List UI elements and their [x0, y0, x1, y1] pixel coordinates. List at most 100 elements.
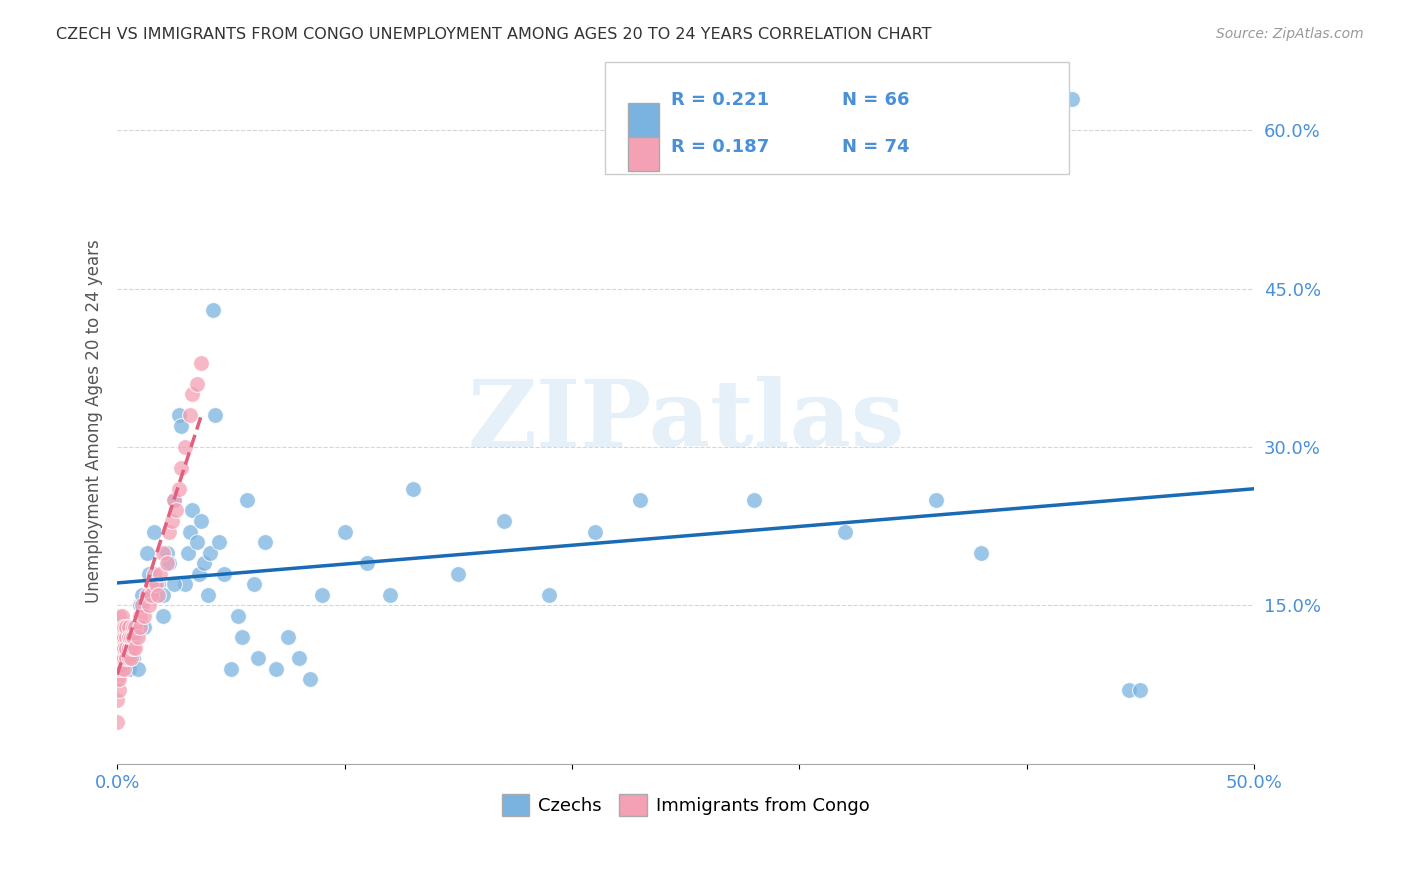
Point — [141, 588, 163, 602]
Point — [111, 640, 134, 655]
Point — [111, 640, 134, 655]
Point — [226, 609, 249, 624]
Point — [167, 409, 190, 423]
Text: R = 0.221: R = 0.221 — [671, 91, 769, 109]
Point — [108, 651, 131, 665]
Text: CZECH VS IMMIGRANTS FROM CONGO UNEMPLOYMENT AMONG AGES 20 TO 24 YEARS CORRELATIO: CZECH VS IMMIGRANTS FROM CONGO UNEMPLOYM… — [56, 27, 932, 42]
Point — [134, 609, 156, 624]
Point — [538, 588, 561, 602]
Point — [135, 546, 157, 560]
Point — [231, 630, 253, 644]
Text: N = 66: N = 66 — [842, 91, 910, 109]
Point — [179, 409, 201, 423]
Point — [117, 662, 139, 676]
Point — [356, 556, 378, 570]
Point — [186, 535, 208, 549]
Point — [288, 651, 311, 665]
Point — [219, 662, 242, 676]
Point — [105, 693, 128, 707]
Point — [115, 630, 138, 644]
Point — [105, 673, 128, 687]
Point — [149, 566, 172, 581]
Point — [108, 640, 131, 655]
Point — [120, 619, 142, 633]
Point — [108, 662, 131, 676]
Point — [108, 630, 131, 644]
Point — [156, 556, 179, 570]
Text: R = 0.187: R = 0.187 — [671, 138, 769, 156]
Point — [165, 503, 187, 517]
Point — [190, 514, 212, 528]
Point — [181, 503, 204, 517]
Point — [108, 673, 131, 687]
Point — [208, 535, 231, 549]
Point — [105, 651, 128, 665]
Point — [124, 630, 146, 644]
Point — [181, 387, 204, 401]
Point — [266, 662, 288, 676]
Point — [141, 588, 163, 602]
Point — [1129, 682, 1152, 697]
Point — [160, 514, 183, 528]
Point — [145, 577, 167, 591]
Point — [236, 492, 259, 507]
Point — [167, 483, 190, 497]
Point — [105, 630, 128, 644]
Point — [115, 651, 138, 665]
Point — [117, 630, 139, 644]
Point — [628, 492, 651, 507]
Point — [190, 355, 212, 369]
Point — [163, 492, 186, 507]
Point — [108, 619, 131, 633]
Point — [378, 588, 401, 602]
Point — [117, 619, 139, 633]
Point — [146, 577, 169, 591]
Point — [176, 546, 198, 560]
Point — [311, 588, 333, 602]
Point — [111, 651, 134, 665]
Point — [277, 630, 299, 644]
Point — [108, 640, 131, 655]
Point — [186, 376, 208, 391]
Point — [111, 651, 134, 665]
Point — [333, 524, 356, 539]
Point — [924, 492, 946, 507]
Point — [156, 546, 179, 560]
Point — [142, 566, 165, 581]
Point — [402, 483, 425, 497]
Point — [112, 651, 135, 665]
Point — [108, 651, 131, 665]
Point — [112, 630, 135, 644]
Point — [242, 577, 264, 591]
Point — [105, 714, 128, 729]
Point — [111, 640, 134, 655]
Point — [124, 619, 146, 633]
Point — [120, 640, 142, 655]
Point — [120, 630, 142, 644]
Point — [299, 673, 322, 687]
Point — [122, 619, 145, 633]
Point — [108, 682, 131, 697]
Point — [188, 566, 211, 581]
Point — [193, 556, 215, 570]
Text: Source: ZipAtlas.com: Source: ZipAtlas.com — [1216, 27, 1364, 41]
Point — [135, 588, 157, 602]
Point — [200, 546, 222, 560]
Point — [742, 492, 765, 507]
Point — [204, 409, 226, 423]
Point — [159, 556, 181, 570]
Point — [117, 640, 139, 655]
Point — [492, 514, 515, 528]
Point — [1118, 682, 1140, 697]
Text: ZIPatlas: ZIPatlas — [467, 376, 904, 466]
Point — [159, 524, 181, 539]
Point — [111, 630, 134, 644]
Point — [111, 630, 134, 644]
Point — [447, 566, 470, 581]
Point — [115, 619, 138, 633]
Point — [127, 630, 149, 644]
Point — [112, 640, 135, 655]
Point — [138, 599, 160, 613]
Point — [129, 609, 152, 624]
Text: N = 74: N = 74 — [842, 138, 910, 156]
